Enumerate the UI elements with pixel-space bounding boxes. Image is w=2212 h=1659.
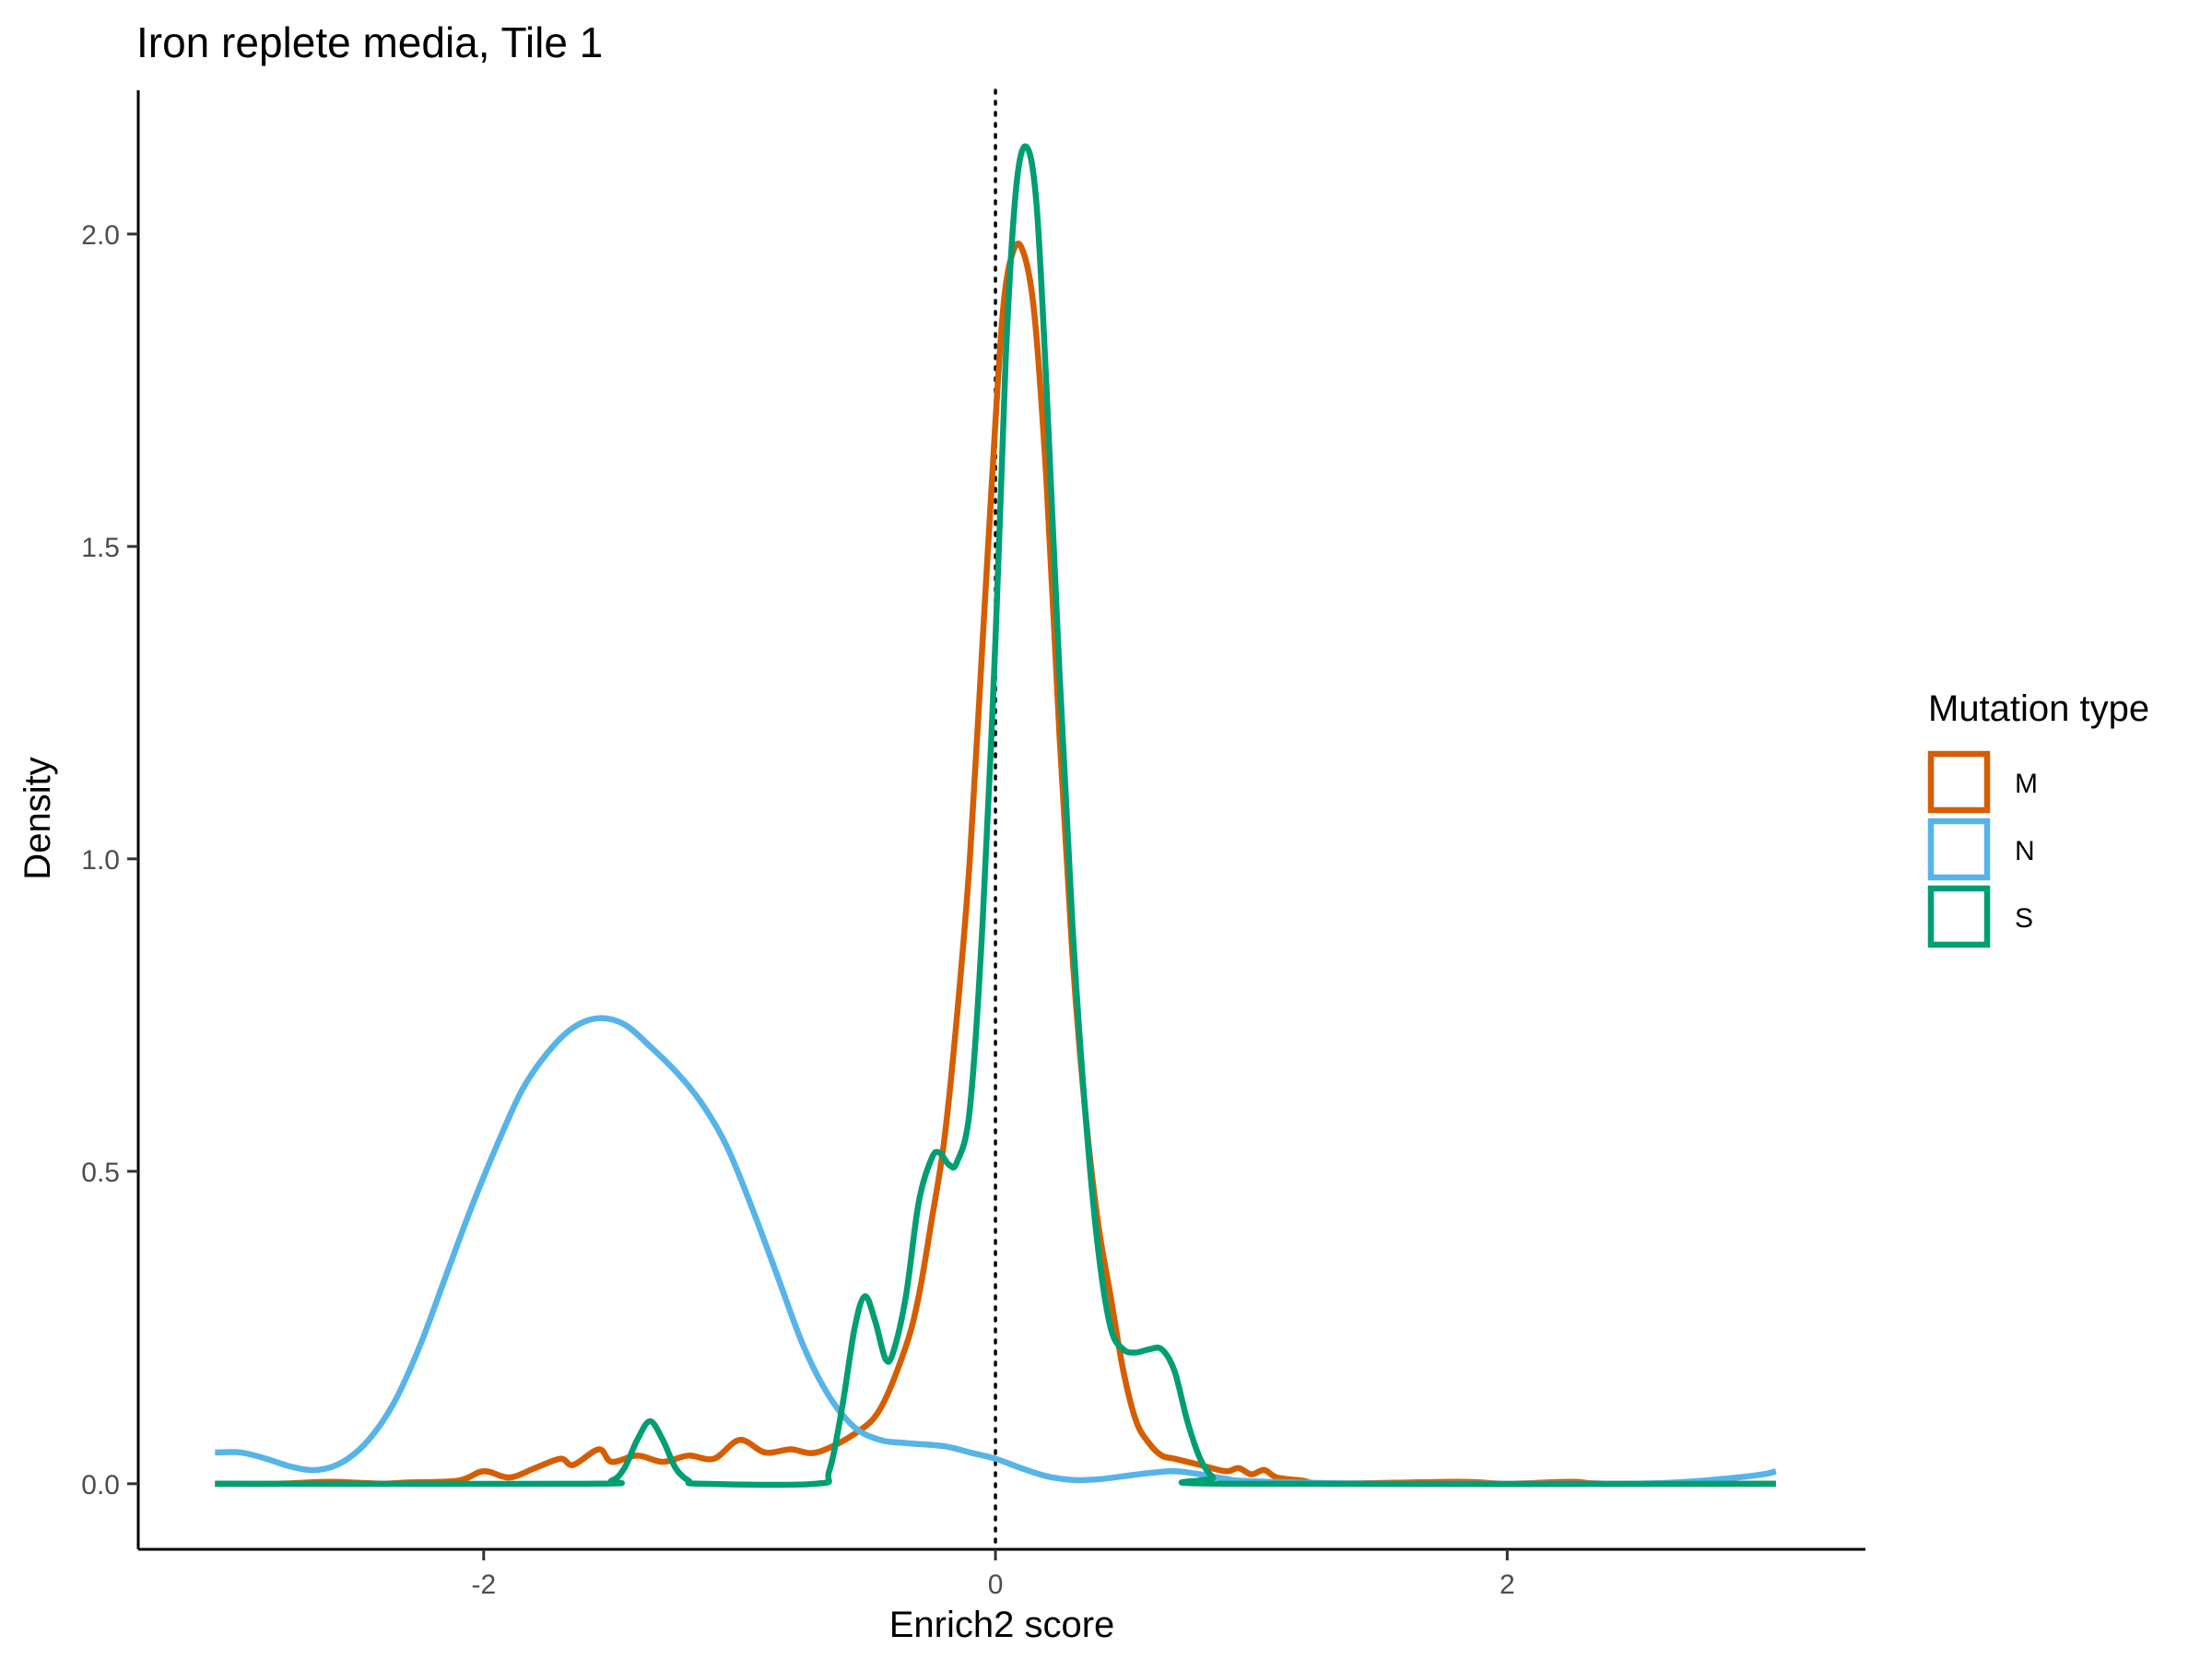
axes [136, 90, 1865, 1551]
chart-title: Iron replete media, Tile 1 [136, 18, 603, 66]
x-ticks: -2 0 2 [471, 1549, 1515, 1600]
y-tick-label: 2.0 [81, 220, 120, 251]
legend-key-s [1927, 885, 1991, 948]
plot-area [215, 88, 1777, 1551]
legend-key-n [1927, 818, 1991, 881]
legend: Mutation type M N S [1927, 688, 2149, 948]
legend-label-m: M [2015, 769, 2038, 799]
series-line-s [215, 143, 1776, 1488]
legend-items: M N S [1927, 750, 2038, 948]
x-tick-label: 0 [988, 1570, 1004, 1600]
x-tick-label: -2 [471, 1570, 496, 1600]
legend-label-s: S [2015, 903, 2033, 934]
legend-label-n: N [2015, 836, 2035, 866]
series-line-m [215, 240, 1776, 1488]
y-ticks: 0.0 0.5 1.0 1.5 2.0 [81, 220, 138, 1500]
y-tick-label: 0.5 [81, 1158, 120, 1188]
y-tick-label: 1.5 [81, 533, 120, 563]
y-tick-label: 0.0 [81, 1470, 120, 1500]
legend-title: Mutation type [1928, 688, 2149, 729]
y-axis-title: Density [18, 757, 58, 879]
legend-key-m [1927, 750, 1991, 814]
x-axis-title: Enrich2 score [889, 1605, 1115, 1645]
x-tick-label: 2 [1500, 1570, 1515, 1600]
y-tick-label: 1.0 [81, 845, 120, 876]
